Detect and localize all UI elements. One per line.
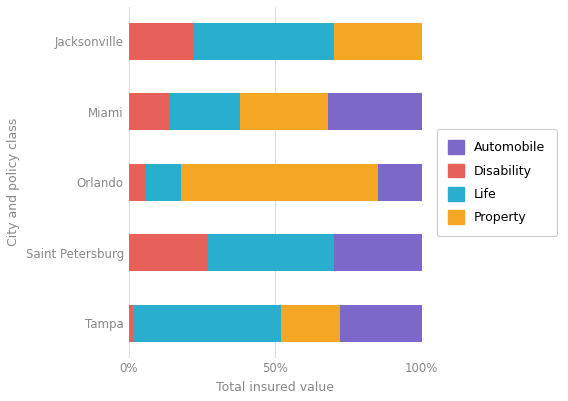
Bar (128, 93, 170, 130)
Bar (170, 93, 240, 130)
Bar (328, 93, 421, 130)
Bar (128, 305, 135, 342)
Bar (146, 164, 181, 200)
X-axis label: Total insured value: Total insured value (216, 381, 334, 394)
Bar (240, 93, 328, 130)
Bar (128, 164, 146, 200)
Bar (135, 305, 281, 342)
Bar (193, 23, 334, 60)
Bar (128, 235, 208, 271)
Bar (281, 305, 340, 342)
Bar (334, 235, 421, 271)
Y-axis label: City and policy class: City and policy class (7, 118, 20, 247)
Bar (208, 235, 334, 271)
Bar (378, 164, 421, 200)
Bar (340, 305, 421, 342)
Bar (334, 23, 421, 60)
Legend: Automobile, Disability, Life, Property: Automobile, Disability, Life, Property (437, 129, 557, 236)
Bar (128, 23, 193, 60)
Bar (181, 164, 378, 200)
